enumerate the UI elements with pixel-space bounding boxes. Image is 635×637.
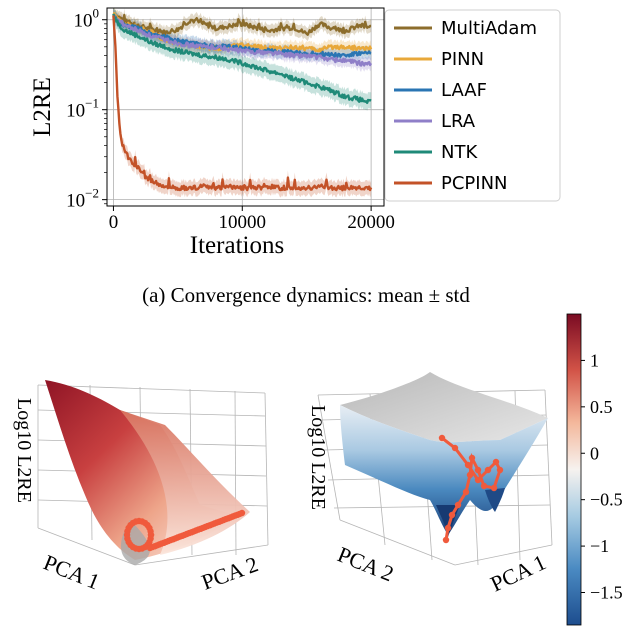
trajectory-right-point [492,458,500,466]
colorbar-tick-label: 1 [590,350,599,370]
series-line-multiadam [112,13,372,36]
z-axis-label-left: Log10 L2RE [13,398,35,503]
trajectory-right-point [466,471,474,479]
y-axis-label-left: PCA 2 [198,551,261,594]
trajectory-right-point [454,501,462,509]
y-tick-label: 100 [74,6,100,32]
trajectory-right-point [462,488,470,496]
x-tick-label: 0 [109,212,119,233]
trajectory-right-point [490,484,498,492]
colorbar-tick-label: 0.5 [590,397,613,417]
plot-frame [106,7,385,207]
series-line-pcpinn [112,15,373,192]
colorbar-tick-label: −1.5 [590,583,623,603]
legend-label: PCPINN [441,173,508,194]
trajectory-right-point [451,444,459,452]
z-axis-label-right: Log10 L2RE [307,405,329,510]
colorbar-gradient [566,313,582,626]
legend-label: LAAF [441,80,487,101]
trajectory-left [123,509,246,553]
y-tick-label: 10−2 [66,186,99,212]
colorbar-tick-label: −0.5 [590,490,623,510]
colorbar: 1 0.5 0 −0.5 −1 −1.5 [566,313,623,626]
legend-label: PINN [441,49,484,70]
x-axis-label-right: PCA 2 [334,541,397,586]
trajectory-right-point [484,466,492,474]
trajectory-right-point [464,461,472,469]
legend-label: NTK [441,142,478,163]
trajectory-right-point [438,434,446,442]
colorbar-tick-label: −1 [590,536,609,556]
trajectory-right-point [444,524,452,532]
trajectory-right-point [474,466,482,474]
trajectory-left-point [147,531,155,539]
legend-label: MultiAdam [441,18,537,39]
x-axis-label-left: PCA 1 [40,549,103,594]
x-axis-label: Iterations [190,232,284,259]
trajectory-left-point [238,509,246,517]
surface-right-well-2 [485,488,505,512]
series-line-lra [112,14,373,67]
surface-plot-right: Log10 L2RE PCA 2 PCA 1 [307,372,553,597]
x-ticks: 0 10000 20000 [109,206,395,233]
caption: (a) Convergence dynamics: mean ± std [142,283,470,307]
grid [107,8,384,206]
y-tick-label: 10−1 [66,96,99,122]
trajectory-right [438,434,504,544]
series-line-ntk [112,13,372,104]
legend: MultiAdam PINN LAAF LRA NTK PCPINN [384,9,561,202]
legend-label: LRA [441,111,476,132]
std-band-ntk [113,8,372,111]
trajectory-right-point [480,482,488,490]
surface-plot-left: Log10 L2RE PCA 1 PCA 2 [13,380,269,595]
x-tick-label: 10000 [219,212,267,233]
trajectory-right-point [468,454,476,462]
series-line-laaf [112,14,372,59]
trajectory-right-point [448,511,456,519]
trajectory-right-point [442,536,450,544]
surface-left-right [120,410,250,555]
trajectory-right-point [474,476,482,484]
std-band-laaf [113,8,372,64]
colorbar-ticks: 1 0.5 0 −0.5 −1 −1.5 [581,350,623,603]
y-ticks: 100 10−1 10−2 [66,6,107,212]
y-axis-label: L2RE [29,77,56,137]
series-lines [112,12,373,192]
colorbar-tick-label: 0 [590,443,599,463]
x-tick-label: 20000 [347,212,395,233]
surface-right-top [340,372,548,443]
trajectory-right-point [496,466,504,474]
